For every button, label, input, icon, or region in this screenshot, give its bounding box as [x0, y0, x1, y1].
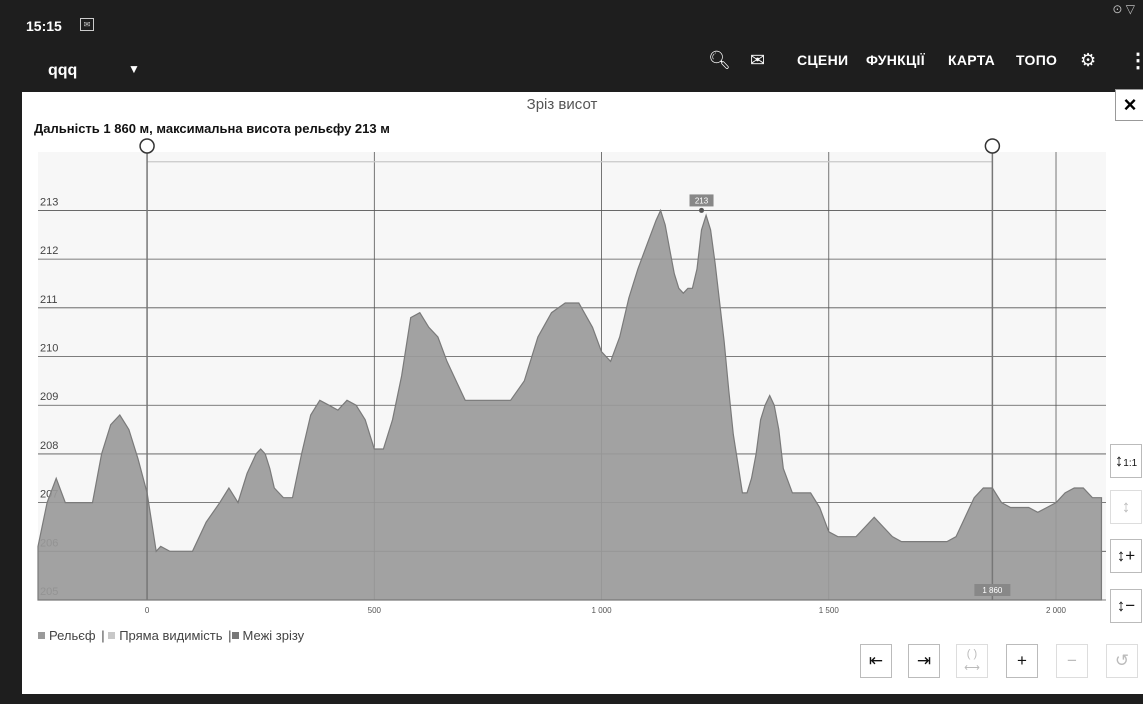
- menu-scenes[interactable]: СЦЕНИ: [797, 52, 849, 68]
- move-start-button[interactable]: ⇤: [860, 644, 892, 678]
- x-tick-label: 1 000: [592, 606, 613, 615]
- menu-topo[interactable]: ТОПО: [1016, 52, 1058, 68]
- elevation-profile-panel: Зріз висот × Дальність 1 860 м, максимал…: [22, 89, 1143, 694]
- menu-functions[interactable]: ФУНКЦІЇ: [866, 52, 925, 68]
- horizontal-fit-button[interactable]: ( ) ⟷: [956, 644, 988, 678]
- legend-label-relief: Рельєф: [49, 628, 96, 643]
- y-tick-label: 209: [40, 391, 58, 403]
- legend-label-bounds: Межі зрізу: [242, 628, 305, 643]
- horizontal-zoom-in-button[interactable]: +: [1006, 644, 1038, 678]
- legend-swatch-relief: [38, 632, 45, 639]
- vertical-zoom-out-button[interactable]: ↕−: [1110, 589, 1142, 623]
- reset-button[interactable]: ↺: [1106, 644, 1138, 678]
- more-options-icon[interactable]: ⋮: [1128, 50, 1143, 72]
- move-end-button[interactable]: ⇥: [908, 644, 940, 678]
- status-bar: 15:15 ✉ ⊙ ▽: [0, 0, 1143, 36]
- legend-label-los: Пряма видимість: [119, 628, 223, 643]
- y-tick-label: 208: [40, 440, 58, 452]
- signal-icon: ⊙ ▽: [1112, 2, 1135, 16]
- app-bar: qqq ▼ 🔍︎ ✉ СЦЕНИ ФУНКЦІЇ КАРТА ТОПО ⚙ ⋮: [0, 40, 1143, 92]
- annotation-badge: [974, 584, 1011, 596]
- panel-title: Зріз висот: [526, 96, 598, 113]
- y-tick-label: 213: [40, 196, 58, 208]
- x-tick-label: 500: [368, 606, 382, 615]
- x-tick-label: 2 000: [1046, 606, 1067, 615]
- menu-map[interactable]: КАРТА: [948, 52, 996, 68]
- annotation-badge: [689, 194, 714, 207]
- legend-swatch-bounds: [231, 632, 239, 639]
- y-tick-label: 211: [40, 294, 58, 306]
- chevron-down-icon[interactable]: ▼: [128, 62, 140, 76]
- y-tick-label: 212: [40, 245, 58, 257]
- vertical-zoom-in-button[interactable]: ↕+: [1110, 539, 1142, 573]
- search-icon[interactable]: 🔍︎: [708, 50, 731, 70]
- map-selector[interactable]: qqq: [48, 62, 78, 79]
- cannon-icon[interactable]: ⚙: [1080, 50, 1097, 70]
- clock: 15:15: [26, 18, 62, 34]
- close-button[interactable]: ×: [1115, 89, 1143, 121]
- relief-area: [37, 208, 1103, 601]
- legend: Рельєф | Пряма видимість | Межі зрізу: [38, 628, 306, 643]
- navigation-bar: [0, 694, 1143, 704]
- profile-summary: Дальність 1 860 м, максимальна висота ре…: [34, 121, 390, 136]
- horizontal-zoom-out-button[interactable]: −: [1056, 644, 1088, 678]
- notification-icon: ✉: [80, 18, 94, 31]
- annotation-label: 213: [695, 196, 709, 205]
- annotation-label: 1 860: [982, 586, 1003, 595]
- peak-point: [699, 207, 705, 213]
- cut-boundary-handle: [139, 138, 155, 154]
- y-tick-label: 210: [40, 343, 58, 355]
- vertical-fit-button[interactable]: ↕: [1110, 490, 1142, 524]
- scale-1to1-label: 1:1: [1123, 458, 1138, 469]
- mail-icon[interactable]: ✉: [750, 50, 766, 70]
- cut-boundary-handle: [984, 138, 1001, 154]
- x-tick-label: 1 500: [819, 606, 840, 615]
- x-tick-label: 0: [145, 606, 150, 615]
- legend-swatch-los: [108, 632, 116, 639]
- scale-1to1-button[interactable]: ↕1:1: [1110, 444, 1142, 478]
